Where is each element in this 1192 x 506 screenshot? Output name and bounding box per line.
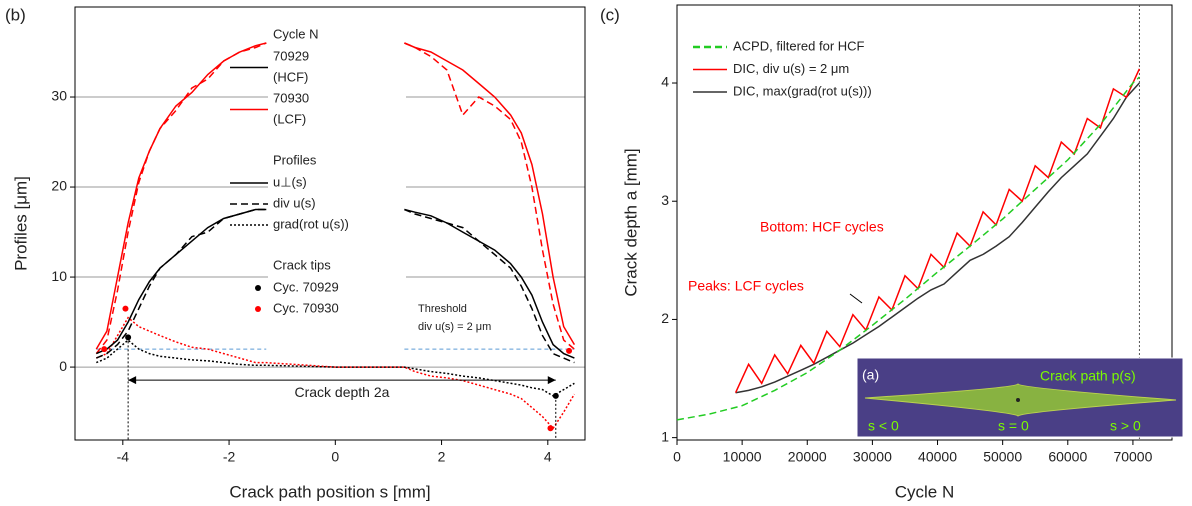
inset-region: s < 0 [868, 418, 899, 434]
annotation: Peaks: LCF cycles [688, 278, 804, 294]
legend-heading: Profiles [273, 152, 317, 167]
y-tick-label: 10 [51, 268, 67, 284]
series-line [734, 68, 1141, 394]
plot-frame [676, 4, 1173, 441]
legend-heading: Cycle N [273, 26, 319, 41]
y-tick-label: 1 [661, 428, 669, 444]
crack-center [1016, 398, 1020, 402]
inset-label: (a) [862, 367, 879, 383]
crack-tip [101, 346, 108, 353]
x-tick-label: 20000 [788, 449, 827, 465]
threshold-label: div u(s) = 2 μm [418, 321, 491, 333]
x-tick-label: 40000 [918, 449, 957, 465]
crack-tip [552, 392, 559, 399]
y-tick-label: 0 [59, 358, 67, 374]
x-tick-label: 30000 [853, 449, 892, 465]
annotation: Bottom: HCF cycles [760, 219, 884, 235]
series-line [735, 82, 1140, 394]
x-tick-label: 0 [331, 449, 339, 465]
annotation-pointer [849, 293, 863, 304]
panel-label: (b) [5, 5, 26, 24]
y-tick-label: 4 [661, 74, 669, 90]
x-tick-label: -4 [117, 449, 130, 465]
legend-label: (HCF) [273, 69, 308, 84]
inset-title: Crack path p(s) [1040, 368, 1136, 384]
legend-label: u⊥(s) [273, 174, 307, 189]
legend-heading: Crack tips [273, 257, 331, 272]
y-tick-label: 20 [51, 178, 67, 194]
x-axis-title: Cycle N [895, 482, 955, 501]
legend-label: Cyc. 70930 [273, 300, 339, 315]
panel-label: (c) [600, 5, 620, 24]
y-tick-label: 2 [661, 310, 669, 326]
threshold-label: Threshold [418, 303, 467, 315]
legend-marker [255, 285, 261, 291]
series-line [96, 339, 575, 397]
x-tick-label: 60000 [1048, 449, 1087, 465]
x-axis-title: Crack path position s [mm] [229, 482, 430, 501]
y-tick-label: 30 [51, 88, 67, 104]
legend-label: 70929 [273, 48, 309, 63]
inset-region: s = 0 [998, 418, 1029, 434]
legend-marker [255, 306, 261, 312]
y-axis-title: Profiles [μm] [11, 176, 30, 271]
series-line [96, 208, 575, 364]
legend-label: ACPD, filtered for HCF [733, 38, 865, 53]
crack-tip [125, 334, 132, 341]
x-tick-label: 0 [673, 449, 681, 465]
crack-tip [566, 347, 573, 354]
crack-depth-label: Crack depth 2a [294, 384, 389, 400]
legend-label: 70930 [273, 90, 309, 105]
legend-label: div u(s) [273, 195, 316, 210]
x-tick-label: 2 [438, 449, 446, 465]
y-axis-title: Crack depth a [mm] [621, 148, 640, 296]
series-line [676, 76, 1140, 421]
x-tick-label: 4 [544, 449, 552, 465]
legend-label: DIC, max(grad(rot u(s))) [733, 83, 872, 98]
x-tick-label: -2 [223, 449, 236, 465]
crack-tip [547, 425, 554, 432]
legend-label: grad(rot u(s)) [273, 216, 349, 231]
x-tick-label: 10000 [723, 449, 762, 465]
y-tick-label: 3 [661, 192, 669, 208]
crack-path [864, 383, 1177, 417]
legend-background [268, 24, 406, 312]
series-line [96, 316, 576, 430]
x-tick-label: 50000 [983, 449, 1022, 465]
legend-label: (LCF) [273, 111, 306, 126]
plot-frame [74, 6, 586, 441]
inset-region: s > 0 [1110, 418, 1141, 434]
series-line [95, 42, 575, 355]
legend-label: DIC, div u(s) = 2 μm [733, 61, 849, 76]
legend-label: Cyc. 70929 [273, 279, 339, 294]
crack-tip [122, 305, 129, 312]
x-tick-label: 70000 [1113, 449, 1152, 465]
